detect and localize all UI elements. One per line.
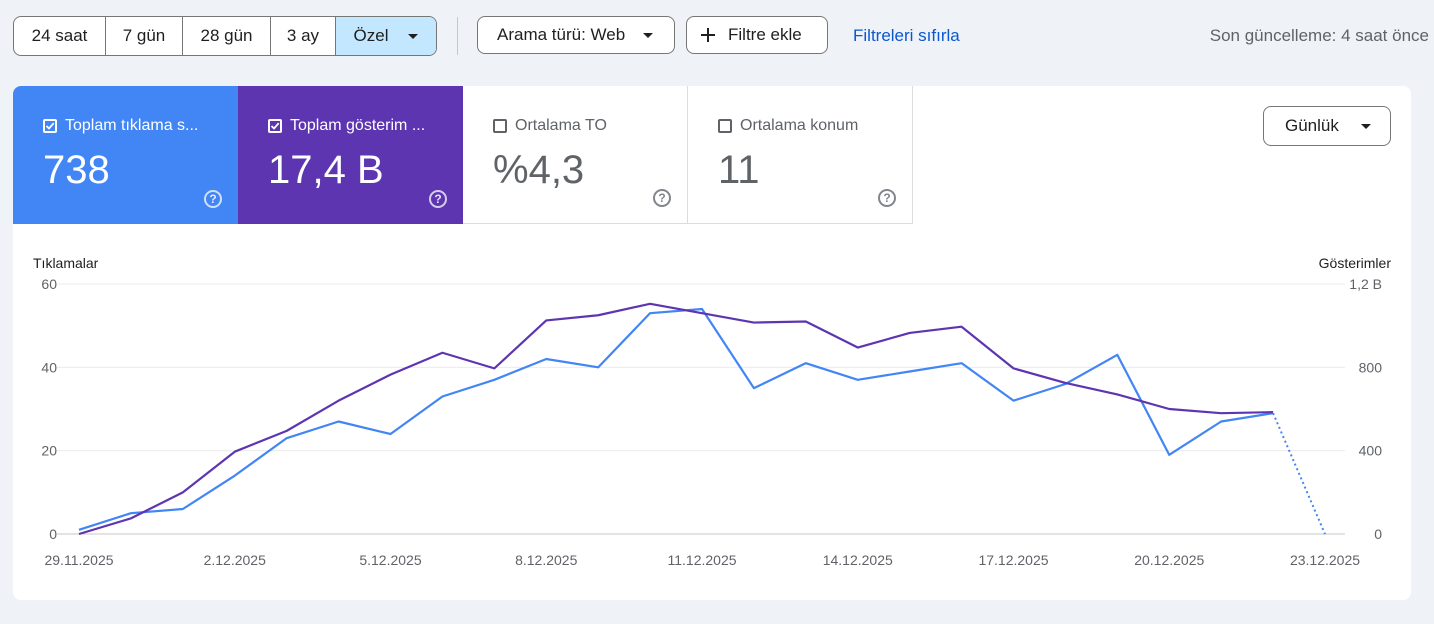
metric-average-ctr[interactable]: Ortalama TO %4,3 ?	[463, 86, 688, 224]
plus-icon	[701, 28, 715, 42]
date-range-selector: 24 saat 7 gün 28 gün 3 ay Özel	[13, 16, 437, 56]
right-tick-label: 800	[1359, 359, 1383, 375]
add-filter-button[interactable]: Filtre ekle	[686, 16, 828, 54]
x-tick-label: 17.12.2025	[978, 552, 1048, 568]
metric-average-position[interactable]: Ortalama konum 11 ?	[688, 86, 913, 224]
metric-label: Toplam gösterim ...	[290, 117, 426, 134]
range-3m-button[interactable]: 3 ay	[271, 17, 336, 55]
series-dotted-segment	[1272, 412, 1326, 535]
toolbar-divider	[457, 17, 458, 55]
left-tick-label: 20	[41, 443, 57, 459]
x-tick-label: 20.12.2025	[1134, 552, 1204, 568]
dropdown-caret-icon	[1360, 123, 1371, 129]
last-update-text: Son güncelleme: 4 saat önce	[1209, 26, 1429, 45]
granularity-dropdown[interactable]: Günlük	[1263, 106, 1391, 146]
checkbox-checked-icon[interactable]	[43, 119, 57, 133]
metric-value: 17,4 B	[268, 148, 384, 192]
metric-total-impressions[interactable]: Toplam gösterim ... 17,4 B ?	[238, 86, 463, 224]
metric-label: Ortalama TO	[515, 117, 607, 134]
performance-card: Toplam tıklama s... 738 ? Toplam gösteri…	[13, 86, 1411, 600]
series-line	[78, 302, 1274, 536]
range-28d-button[interactable]: 28 gün	[183, 17, 271, 55]
right-tick-label: 1,2 B	[1349, 276, 1382, 292]
help-icon[interactable]: ?	[653, 189, 671, 207]
range-7d-button[interactable]: 7 gün	[106, 17, 183, 55]
checkbox-unchecked-icon[interactable]	[493, 119, 507, 133]
metric-label: Toplam tıklama s...	[65, 117, 199, 134]
range-24h-button[interactable]: 24 saat	[14, 17, 106, 55]
metric-label: Ortalama konum	[740, 117, 859, 134]
checkbox-checked-icon[interactable]	[268, 119, 282, 133]
left-axis-title: Tıklamalar	[33, 255, 99, 271]
x-tick-label: 8.12.2025	[515, 552, 577, 568]
help-icon[interactable]: ?	[878, 189, 896, 207]
range-custom-button[interactable]: Özel	[336, 17, 436, 55]
search-type-dropdown[interactable]: Arama türü: Web	[477, 16, 675, 54]
help-icon[interactable]: ?	[204, 190, 222, 208]
x-tick-label: 23.12.2025	[1290, 552, 1360, 568]
reset-filters-link[interactable]: Filtreleri sıfırla	[853, 26, 960, 45]
x-tick-label: 29.11.2025	[44, 552, 113, 568]
x-tick-label: 11.12.2025	[667, 552, 736, 568]
x-tick-label: 2.12.2025	[204, 552, 266, 568]
checkbox-unchecked-icon[interactable]	[718, 119, 732, 133]
help-icon[interactable]: ?	[429, 190, 447, 208]
dropdown-caret-icon	[643, 32, 654, 38]
dropdown-caret-icon	[408, 33, 419, 39]
performance-chart: 0 0 20 400 40 800 60 1,2 B Tıklamalar Gösterimler…	[33, 255, 1392, 568]
x-tick-label: 14.12.2025	[823, 552, 893, 568]
metric-value: %4,3	[493, 148, 585, 192]
left-tick-label: 0	[49, 526, 57, 542]
metric-value: 738	[43, 148, 110, 192]
left-tick-label: 40	[41, 359, 57, 375]
metric-value: 11	[718, 148, 760, 192]
right-tick-label: 400	[1359, 443, 1383, 459]
series-line	[78, 307, 1274, 531]
x-tick-label: 5.12.2025	[359, 552, 421, 568]
left-tick-label: 60	[41, 276, 57, 292]
right-tick-label: 0	[1374, 526, 1382, 542]
metric-total-clicks[interactable]: Toplam tıklama s... 738 ?	[13, 86, 238, 224]
right-axis-title: Gösterimler	[1319, 255, 1392, 271]
